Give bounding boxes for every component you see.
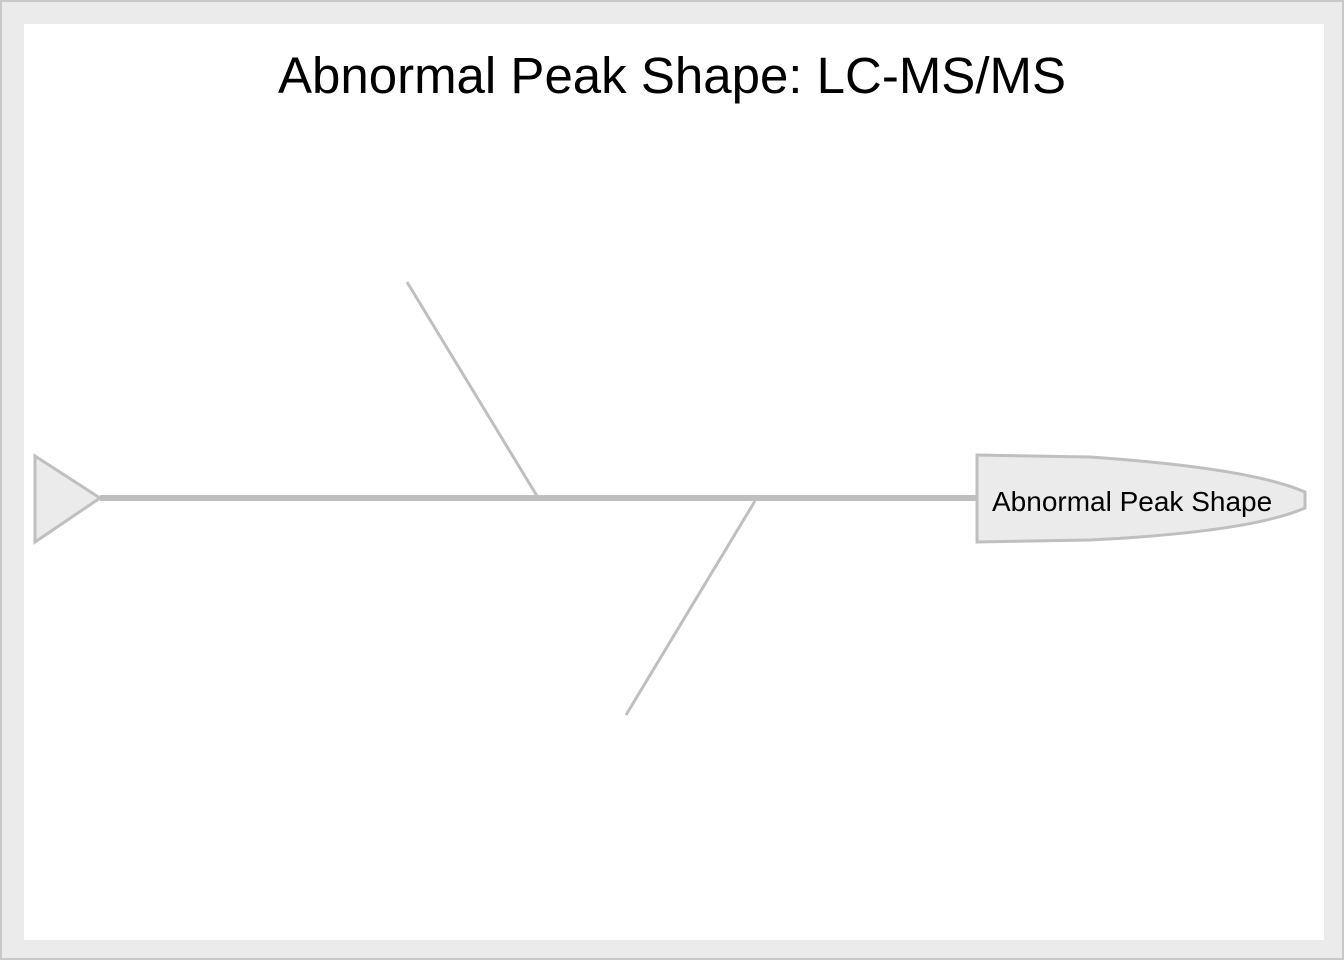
fishbone-head [975, 453, 1307, 544]
effect-label: Abnormal Peak Shape [992, 486, 1272, 517]
diagram-title: Abnormal Peak Shape: LC-MS/MS [277, 47, 1066, 104]
fishbone-tail [33, 453, 103, 545]
fishbone-bone-lower [624, 500, 757, 716]
fishbone-bone-upper [405, 281, 539, 497]
